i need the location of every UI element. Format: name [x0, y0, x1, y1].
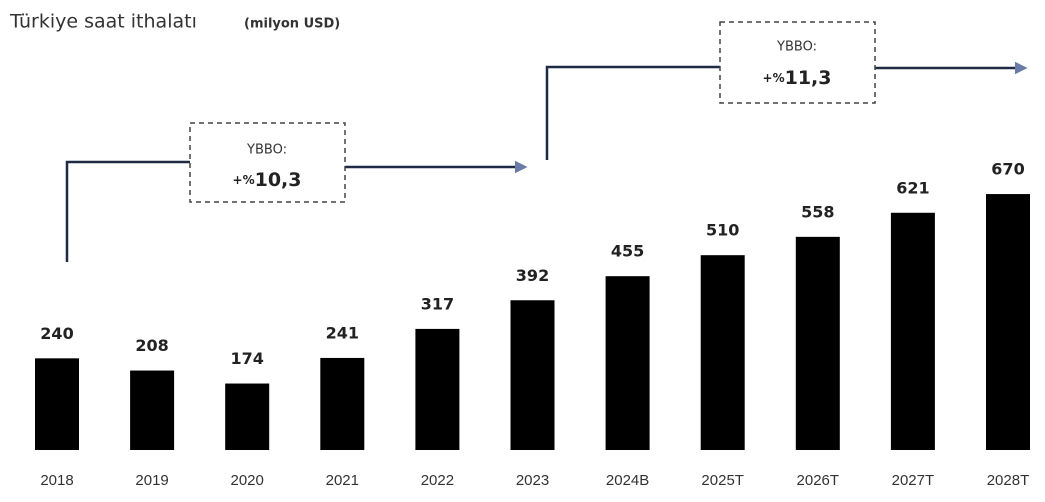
value-label: 208	[135, 336, 168, 355]
annotation-prefix: +%	[763, 71, 785, 85]
bar	[890, 212, 935, 450]
annotation-prefix: +%	[233, 173, 255, 187]
value-label: 558	[801, 202, 834, 221]
value-label: 317	[421, 294, 454, 313]
bar	[700, 255, 745, 450]
x-tick-label: 2020	[231, 472, 264, 489]
value-label: 455	[611, 242, 644, 261]
value-label: 392	[516, 266, 549, 285]
x-tick-label: 2027T	[892, 472, 935, 489]
chart-title: Türkiye saat ithalatı	[9, 11, 197, 33]
annotation-label: YBBO:	[776, 40, 817, 55]
annotation-label: YBBO:	[246, 143, 287, 158]
annotation-box	[719, 21, 876, 104]
x-tick-label: 2025T	[701, 472, 744, 489]
bar	[605, 276, 650, 450]
connector	[65, 160, 190, 262]
bar	[130, 370, 175, 450]
x-tick-label: 2028T	[987, 472, 1030, 489]
x-tick-label: 2018	[40, 472, 73, 489]
bar	[225, 383, 270, 450]
value-label: 240	[40, 324, 73, 343]
bar	[415, 328, 460, 450]
x-tick-label: 2021	[326, 472, 359, 489]
value-label: 621	[896, 178, 929, 197]
annotation-rate: 11,3	[785, 67, 832, 89]
x-tick-label: 2026T	[797, 472, 840, 489]
bar	[986, 194, 1030, 450]
annotation-rate: 10,3	[255, 169, 302, 191]
value-label: 510	[706, 221, 739, 240]
value-label: 241	[326, 323, 359, 342]
bar	[35, 358, 79, 450]
chart-unit: (milyon USD)	[244, 17, 340, 32]
bar	[320, 357, 365, 450]
annotation-value: +%11,3	[763, 67, 832, 89]
annotation-box	[189, 122, 346, 203]
x-tick-label: 2019	[135, 472, 168, 489]
x-tick-label: 2023	[516, 472, 549, 489]
x-tick-label: 2022	[421, 472, 454, 489]
bar	[795, 236, 840, 450]
value-label: 670	[991, 160, 1024, 179]
connector	[545, 65, 720, 160]
value-label: 174	[230, 349, 263, 368]
x-tick-label: 2024B	[606, 472, 649, 489]
annotation-value: +%10,3	[233, 169, 302, 191]
bar	[510, 300, 555, 450]
